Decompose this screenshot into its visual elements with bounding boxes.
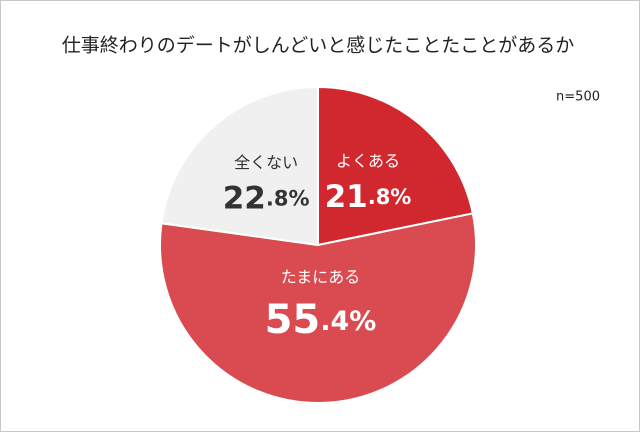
pie-slice <box>160 85 319 247</box>
value-label: 21.8% <box>325 178 412 214</box>
value-label: 55.4% <box>265 297 377 343</box>
slice-label: 全くない <box>234 153 298 172</box>
annotation: n=500 <box>556 90 600 105</box>
pie-slice <box>317 85 474 247</box>
pie-slice <box>159 212 477 404</box>
slice-label: たまにある <box>281 267 361 286</box>
value-label: 22.8% <box>223 180 310 216</box>
chart-title: 仕事終わりのデートがしんどいと感じたことたことがあるか <box>62 35 574 57</box>
slice-label: よくある <box>336 151 400 170</box>
